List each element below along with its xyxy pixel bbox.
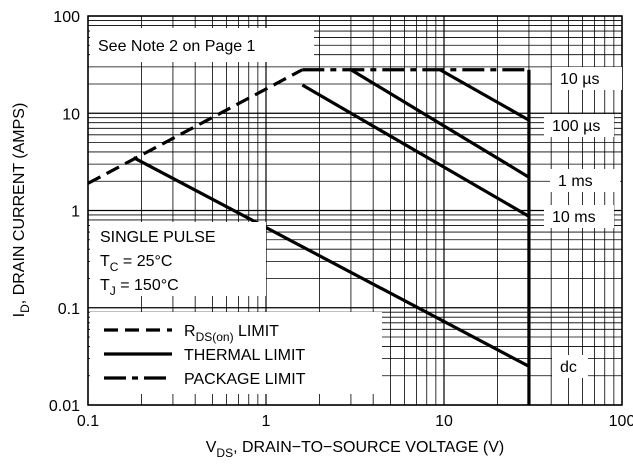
x-tick-label: 1	[262, 413, 271, 430]
text-part: , DRAIN CURRENT (AMPS)	[11, 103, 28, 305]
curve-label-box	[552, 67, 622, 90]
x-tick-label: 100	[609, 413, 633, 430]
series-line	[132, 68, 531, 405]
y-tick-label: 0.1	[58, 301, 80, 318]
legend-label: RDS(on) LIMIT	[184, 323, 279, 344]
series-line	[87, 68, 304, 185]
y-tick-label: 10	[62, 106, 80, 123]
text-part: R	[184, 323, 196, 340]
legend-label: THERMAL LIMIT	[184, 347, 305, 364]
conditions-box	[90, 222, 266, 296]
note: See Note 2 on Page 1	[98, 38, 256, 55]
curve-label-box	[544, 205, 614, 228]
text-part: T	[100, 277, 110, 294]
note-box	[90, 28, 314, 62]
curve-label: 100 µs	[552, 118, 600, 135]
text-part: V	[206, 439, 217, 456]
text-part: SINGLE PULSE	[100, 229, 216, 246]
text-part: LIMIT	[234, 323, 280, 340]
y-axis-label: ID, DRAIN CURRENT (AMPS)	[11, 103, 32, 318]
condition: SINGLE PULSE	[100, 229, 216, 246]
text-part: = 150°C	[116, 277, 179, 294]
plot-frame	[87, 15, 623, 406]
subscript: C	[110, 260, 119, 274]
curve-label: 10 µs	[560, 71, 599, 88]
text-part: THERMAL LIMIT	[184, 347, 305, 364]
subscript: D	[18, 304, 32, 313]
x-axis-label: VDS, DRAIN−TO−SOURCE VOLTAGE (V)	[206, 439, 505, 460]
text-part: = 25°C	[118, 253, 172, 270]
text-part: I	[11, 313, 28, 317]
subscript: DS	[216, 446, 233, 460]
y-tick-label: 1	[71, 204, 80, 221]
curve-label: 1 ms	[558, 173, 593, 190]
condition: TC = 25°C	[100, 253, 172, 274]
curve-label-box	[552, 355, 588, 378]
curve-label-box	[550, 169, 620, 192]
x-tick-label: 10	[435, 413, 453, 430]
condition: TJ = 150°C	[100, 277, 179, 298]
x-tick-label: 0.1	[77, 413, 99, 430]
y-tick-label: 100	[53, 9, 80, 26]
legend-label: PACKAGE LIMIT	[184, 371, 306, 388]
curve-label-box	[544, 114, 614, 137]
y-tick-label: 0.01	[49, 398, 80, 415]
subscript: DS(on)	[196, 330, 234, 344]
subscript: J	[110, 284, 116, 298]
curve-label: dc	[560, 359, 577, 376]
text-part: , DRAIN−TO−SOURCE VOLTAGE (V)	[233, 439, 504, 456]
text-part: PACKAGE LIMIT	[184, 371, 306, 388]
text-part: T	[100, 253, 110, 270]
curve-label: 10 ms	[552, 209, 596, 226]
